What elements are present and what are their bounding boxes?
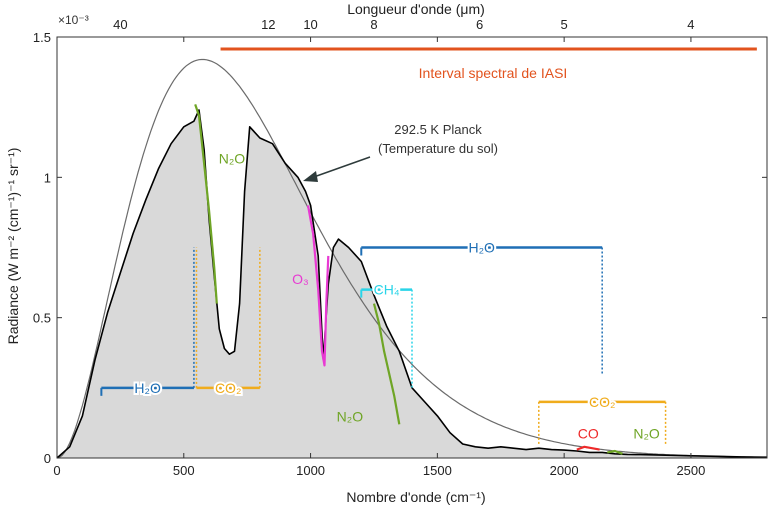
- gas-band-3: CH₄: [360, 280, 413, 388]
- gas-band-label: H₂O: [134, 380, 161, 396]
- x-tick-label: 1000: [296, 463, 325, 478]
- gas-band-1: CO₂: [195, 247, 261, 398]
- top-tick-label: 10: [303, 17, 317, 32]
- gas-highlight-layer: [194, 104, 623, 455]
- planck-sublabel: (Temperature du sol): [378, 141, 498, 156]
- planck-curve-layer: [56, 58, 767, 459]
- gas-highlight-co-3: [576, 445, 600, 451]
- top-tick-label: 8: [370, 17, 377, 32]
- top-tick-label: 40: [113, 17, 127, 32]
- gas-label-0: N₂O: [219, 150, 246, 166]
- gas-highlight-o3-1: [306, 205, 330, 367]
- planck-arrow: [303, 156, 371, 182]
- x-tick-label: 0: [53, 463, 60, 478]
- spectrum-fill-area: [57, 110, 767, 458]
- gas-label-1: O₃: [292, 271, 309, 287]
- top-tick-label: 4: [687, 17, 694, 32]
- x-tick-label: 2000: [550, 463, 579, 478]
- planck-label: 292.5 K Planck: [394, 122, 482, 137]
- axes-layer: 0 500 1000 1500 2000 2500 0 0.5 1 1.5 40 12 10 8 6 5 4: [33, 17, 768, 478]
- y-axis-label: Radiance (W m⁻² (cm⁻¹)⁻¹ sr⁻¹): [5, 148, 21, 345]
- gas-band-2: H₂O: [360, 238, 603, 374]
- y-tick-label: 1.5: [33, 30, 51, 45]
- gas-band-layer: H₂O CO₂ H₂O CH₄ CO₂ N₂O O₃ N₂O CO N₂O: [100, 47, 757, 444]
- x-axis-label: Nombre d'onde (cm⁻¹): [346, 489, 485, 505]
- gas-band-label: CO₂: [215, 380, 241, 396]
- gas-label-4: N₂O: [633, 425, 660, 441]
- top-tick-label: 5: [561, 17, 568, 32]
- iasi-band-label: Interval spectral de IASI: [419, 65, 568, 81]
- gas-band-4: CO₂: [538, 392, 667, 444]
- planck-curve: [56, 58, 767, 459]
- y-tick-label: 0: [44, 451, 51, 466]
- gas-highlight-n2o-0: [194, 104, 218, 304]
- gas-label-3: CO: [578, 425, 599, 441]
- top-tick-label: 6: [476, 17, 483, 32]
- top-tick-label: 12: [261, 17, 275, 32]
- spectrum-fill-layer: [57, 110, 767, 458]
- gas-highlight-n2o-2: [372, 303, 401, 425]
- y-tick-label: 1: [44, 170, 51, 185]
- top-axis-label: Longueur d'onde (μm): [347, 1, 485, 17]
- gas-band-label: H₂O: [469, 240, 496, 256]
- x-tick-label: 1500: [423, 463, 452, 478]
- gas-band-label: CO₂: [589, 394, 615, 410]
- gas-band-label: CH₄: [374, 282, 400, 298]
- x-tick-label: 500: [173, 463, 195, 478]
- x-tick-label: 2500: [676, 463, 705, 478]
- y-tick-label: 0.5: [33, 311, 51, 326]
- plot-frame: [56, 36, 768, 459]
- gas-label-2: N₂O: [337, 409, 364, 425]
- gas-band-0: H₂O: [100, 247, 195, 398]
- gas-highlight-n2o-4: [607, 449, 623, 455]
- y-exponent-label: ×10⁻³: [58, 13, 89, 27]
